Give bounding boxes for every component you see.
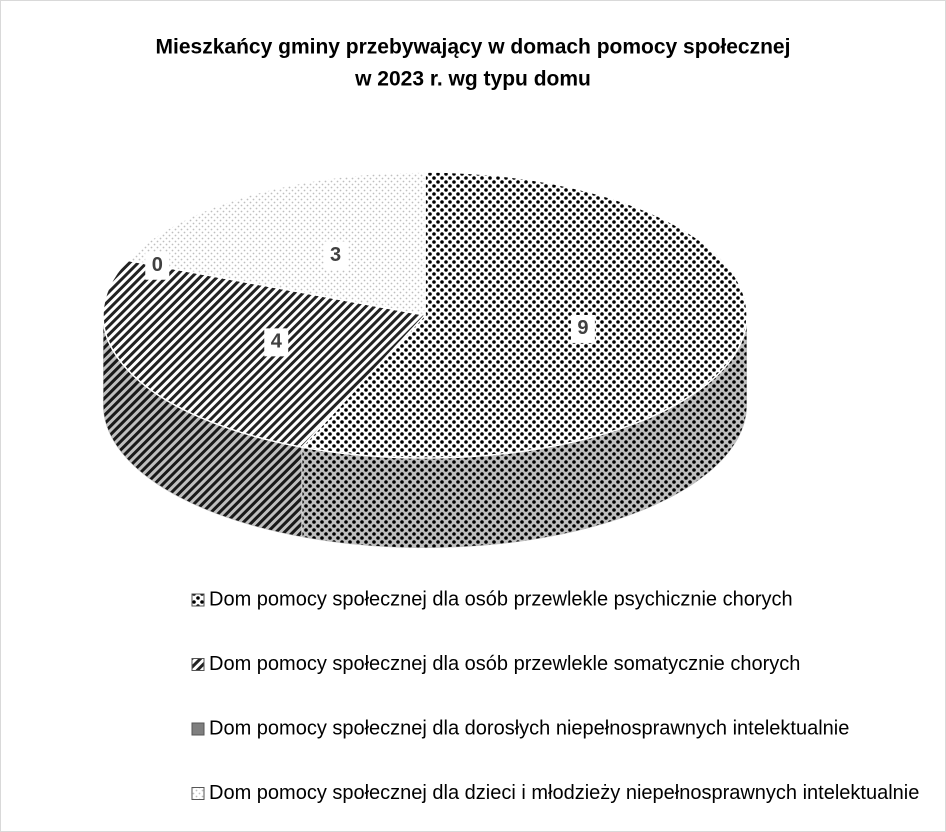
pie-slice — [102, 259, 427, 448]
data-label-bg — [570, 314, 595, 343]
legend-swatch — [191, 658, 205, 671]
legend-swatch — [191, 787, 205, 800]
legend-swatch — [191, 722, 205, 736]
pie-side-shade — [103, 315, 302, 538]
pie-slice — [300, 171, 748, 459]
data-label: 4 — [271, 331, 283, 353]
chart-title: Mieszkańcy gminy przebywający w domach p… — [156, 36, 791, 59]
data-label: 0 — [152, 254, 163, 276]
pie-slice — [126, 171, 426, 316]
legend-label: Dom pomocy społecznej dla osób przewlekl… — [209, 653, 800, 675]
pie-side-shade — [301, 315, 747, 548]
data-label-bg — [323, 241, 348, 270]
data-label-bg — [264, 328, 289, 357]
data-label: 9 — [577, 317, 588, 339]
legend-swatch — [191, 593, 205, 607]
data-label-bg — [145, 251, 170, 280]
data-label: 3 — [330, 244, 341, 266]
legend-label: Dom pomocy społecznej dla dorosłych niep… — [209, 717, 849, 739]
legend-label: Dom pomocy społecznej dla osób przewlekl… — [209, 588, 793, 610]
chart-title: w 2023 r. wg typu domu — [354, 68, 591, 91]
legend-label: Dom pomocy społecznej dla dzieci i młodz… — [209, 782, 919, 804]
